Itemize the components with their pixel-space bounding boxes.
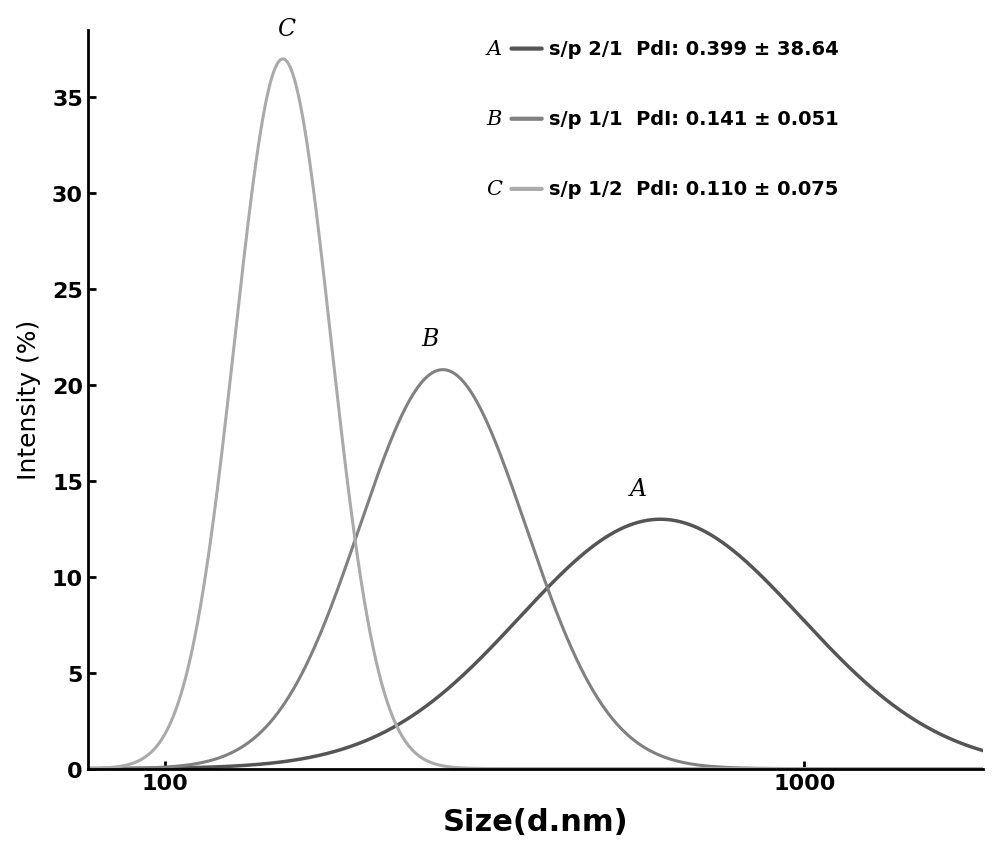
Text: C: C [277,18,295,41]
Text: s/p 1/1  PdI: 0.141 ± 0.051: s/p 1/1 PdI: 0.141 ± 0.051 [549,110,839,129]
Text: C: C [486,180,502,199]
Text: B: B [421,328,439,351]
Y-axis label: Intensity (%): Intensity (%) [17,320,41,480]
Text: B: B [486,110,502,129]
X-axis label: Size(d.nm): Size(d.nm) [443,808,628,836]
Text: s/p 2/1  PdI: 0.399 ± 38.64: s/p 2/1 PdI: 0.399 ± 38.64 [549,40,839,59]
Text: A: A [486,40,501,59]
Text: s/p 1/2  PdI: 0.110 ± 0.075: s/p 1/2 PdI: 0.110 ± 0.075 [549,180,838,199]
Text: A: A [629,478,646,501]
